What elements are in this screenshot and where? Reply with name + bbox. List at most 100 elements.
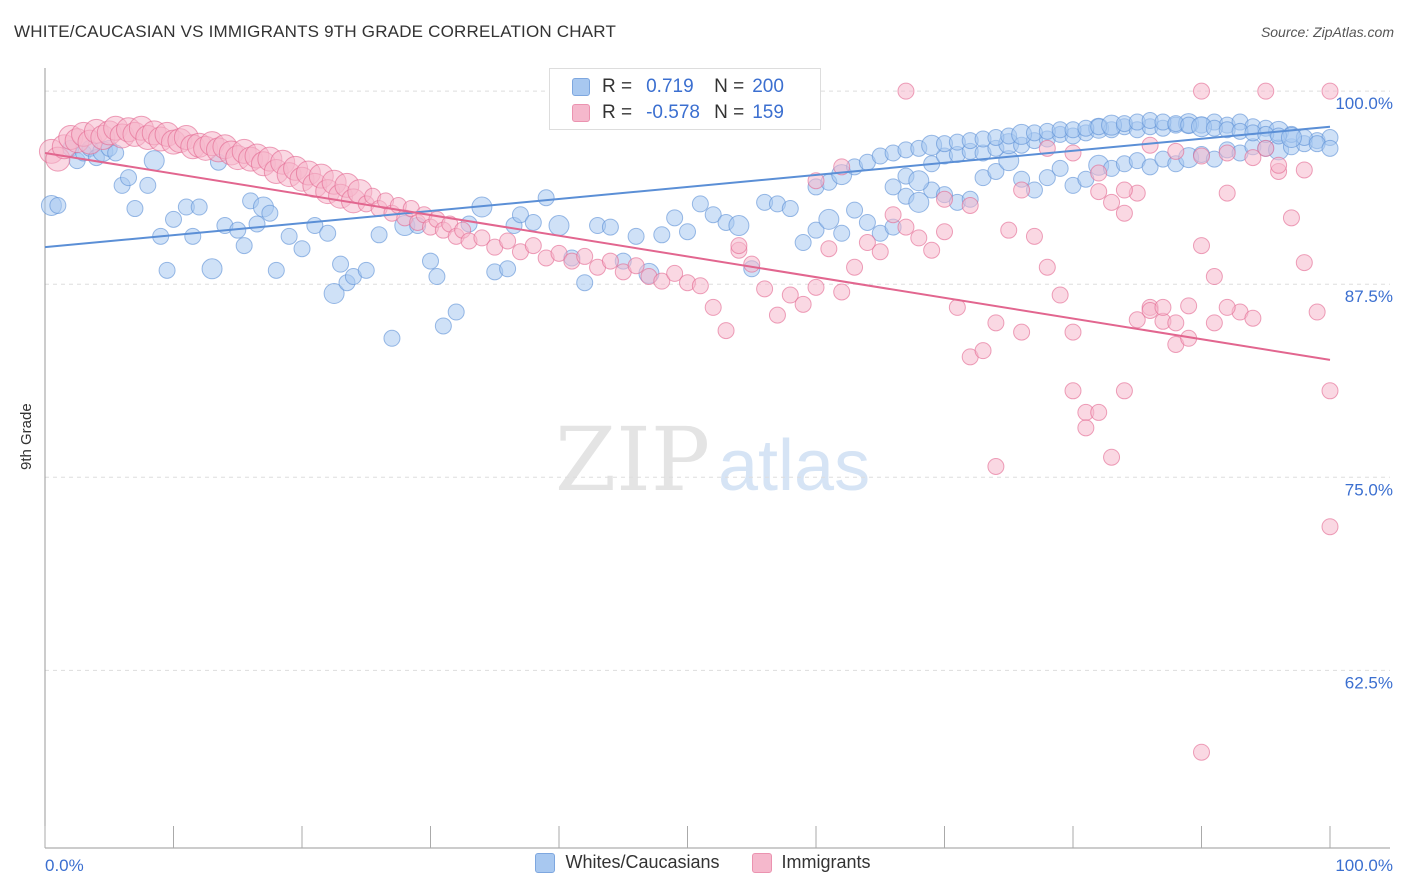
data-point <box>332 255 350 273</box>
data-point <box>601 252 619 270</box>
watermark-zip: ZIP <box>555 408 710 511</box>
data-point <box>908 170 930 192</box>
data-point <box>1218 144 1236 162</box>
data-point <box>833 158 851 176</box>
legend-item-immigrants[interactable]: Immigrants <box>751 852 871 873</box>
data-point <box>1205 314 1223 332</box>
data-point <box>1051 159 1069 177</box>
data-point <box>422 252 439 270</box>
data-point <box>1244 309 1262 327</box>
legend-swatch-whites <box>572 78 590 96</box>
data-point <box>1270 156 1288 174</box>
data-point <box>794 295 812 313</box>
data-point <box>428 268 446 286</box>
data-point <box>1321 139 1339 157</box>
chart-source: Source: ZipAtlas.com <box>1260 24 1394 40</box>
x-tick-label: 100.0% <box>1335 856 1393 875</box>
data-point <box>820 240 838 258</box>
data-point <box>1128 311 1146 329</box>
data-point <box>987 162 1005 180</box>
data-point <box>190 198 208 216</box>
legend-swatch-whites <box>535 852 556 873</box>
data-point <box>1115 181 1133 199</box>
data-point <box>1167 142 1185 160</box>
data-point <box>126 200 144 218</box>
data-point <box>728 215 750 237</box>
data-point <box>858 213 876 231</box>
correlation-legend: R = 0.719 N = 200 R = -0.578 N = 159 <box>549 68 821 130</box>
y-tick-label: 100.0% <box>1335 94 1393 113</box>
data-point <box>807 278 825 296</box>
data-point <box>1013 181 1031 199</box>
data-point <box>884 206 902 224</box>
data-point <box>1090 183 1108 201</box>
data-point <box>1141 136 1159 154</box>
data-point <box>499 232 517 250</box>
data-point <box>653 226 671 244</box>
data-point <box>261 204 279 222</box>
y-tick-label: 87.5% <box>1345 287 1393 306</box>
series-legend: Whites/Caucasians Immigrants <box>0 852 1406 873</box>
data-point <box>1193 743 1210 761</box>
legend-n-label: N = <box>714 76 745 97</box>
data-point <box>1193 237 1210 255</box>
data-point <box>550 244 568 262</box>
data-point <box>158 261 176 279</box>
legend-row-whites: R = 0.719 N = 200 <box>572 75 784 99</box>
legend-r-value: 0.719 <box>646 76 694 97</box>
data-point <box>1257 82 1275 100</box>
data-point <box>807 221 825 239</box>
data-point <box>447 303 465 321</box>
data-point <box>1321 382 1339 400</box>
data-point <box>871 243 889 261</box>
data-point <box>704 206 722 224</box>
data-point <box>627 257 645 275</box>
data-point <box>1000 221 1018 239</box>
data-point <box>319 224 337 242</box>
watermark-atlas: atlas <box>718 426 870 506</box>
data-point <box>1141 158 1159 176</box>
data-point <box>936 190 953 208</box>
data-point <box>1308 303 1326 321</box>
data-point <box>139 176 157 194</box>
y-tick-label: 62.5% <box>1345 673 1393 692</box>
data-point <box>473 229 491 247</box>
data-point <box>1103 193 1121 211</box>
data-point <box>704 298 722 316</box>
data-point <box>383 329 401 347</box>
data-point <box>987 457 1005 475</box>
data-point <box>858 234 876 252</box>
data-point <box>1193 82 1210 100</box>
chart-title: WHITE/CAUCASIAN VS IMMIGRANTS 9TH GRADE … <box>14 22 617 41</box>
data-point <box>627 227 645 245</box>
data-point <box>1090 164 1108 182</box>
data-point <box>936 223 953 241</box>
data-point <box>1218 298 1236 316</box>
data-point <box>1013 323 1031 341</box>
data-point <box>165 210 182 228</box>
legend-r-label: R = <box>602 76 633 97</box>
legend-r-value: -0.578 <box>646 102 700 123</box>
data-point <box>1321 82 1339 100</box>
data-point <box>908 191 930 213</box>
data-point <box>235 237 253 255</box>
trend-line-immigrants <box>44 151 1331 361</box>
data-point <box>768 306 786 324</box>
data-point <box>691 277 709 295</box>
y-tick-label: 75.0% <box>1345 480 1393 499</box>
data-point <box>910 229 928 247</box>
data-point <box>974 342 992 360</box>
data-point <box>1038 169 1056 187</box>
data-point <box>1115 382 1133 400</box>
legend-item-whites[interactable]: Whites/Caucasians <box>535 852 720 873</box>
data-point <box>1167 314 1185 332</box>
data-point <box>601 218 619 236</box>
data-point <box>1180 297 1198 315</box>
data-point <box>1051 286 1069 304</box>
data-point <box>730 237 748 255</box>
data-point <box>576 274 594 292</box>
data-point <box>323 283 345 305</box>
data-point <box>653 272 671 290</box>
data-point <box>1257 139 1275 157</box>
data-point <box>679 223 696 241</box>
